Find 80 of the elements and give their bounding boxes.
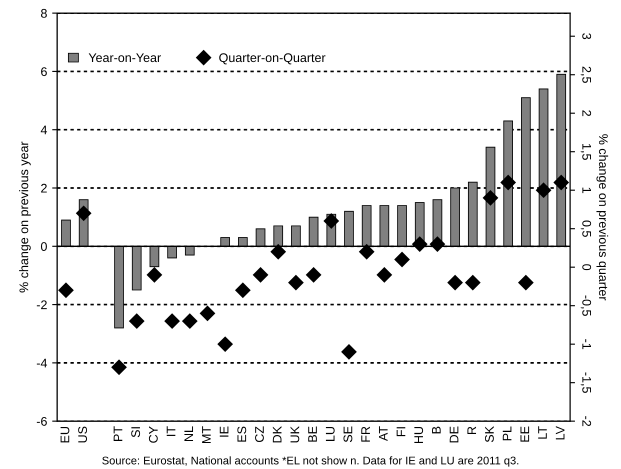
x-tick-label: EE <box>520 426 530 442</box>
point <box>518 275 534 290</box>
x-tick-label: FI <box>396 427 406 436</box>
y-tick-label: -2 <box>36 300 47 310</box>
legend-label: Quarter-on-Quarter <box>219 53 326 64</box>
y-axis-title: % change on previous year <box>19 142 31 292</box>
y-tick-label: 6 <box>41 67 47 76</box>
point <box>111 360 127 375</box>
x-tick-label: DE <box>450 426 458 442</box>
y2-tick-label: 1 <box>582 188 591 194</box>
x-tick-label: CY <box>148 426 158 443</box>
point <box>306 267 322 282</box>
point <box>554 174 569 190</box>
point <box>164 314 180 329</box>
x-tick-label: B <box>432 426 441 434</box>
point <box>430 236 445 252</box>
point <box>270 244 286 260</box>
point <box>235 282 250 298</box>
x-tick-label: R <box>467 426 476 434</box>
point <box>146 267 162 282</box>
point <box>359 244 374 260</box>
point <box>448 275 463 290</box>
point <box>341 344 357 360</box>
y-tick-label: 8 <box>41 8 47 18</box>
legend-label: Year-on-Year <box>88 53 161 62</box>
x-tick-label: IT <box>166 426 176 436</box>
point <box>324 213 339 229</box>
point <box>129 314 144 329</box>
x-tick-label: MT <box>202 426 211 444</box>
point <box>76 206 92 221</box>
y2-tick-label: -1 <box>582 339 591 350</box>
point <box>465 275 480 290</box>
x-tick-label: CZ <box>255 426 264 442</box>
y-tick-label: -4 <box>36 358 48 368</box>
x-tick-label: AT <box>378 426 388 442</box>
y-tick-label: -6 <box>36 416 47 426</box>
point <box>394 252 410 268</box>
x-tick-label: NL <box>184 426 194 441</box>
y2-tick-label: 0 <box>582 264 592 270</box>
y-tick-label: 2 <box>41 184 47 193</box>
point <box>288 275 304 290</box>
x-tick-label: UK <box>290 426 300 442</box>
point <box>412 236 428 252</box>
x-tick-label: IE <box>220 426 228 437</box>
source-note: Source: Eurostat, National accounts *EL not show n. Data for IE and LU are 2011 q3. <box>102 456 518 467</box>
x-tick-label: SK <box>484 426 494 442</box>
x-tick-label: FR <box>361 426 370 442</box>
x-tick-label: DK <box>272 426 282 442</box>
y2-axis-title: % change on previous quarter <box>596 134 608 300</box>
point <box>482 190 498 206</box>
x-tick-label: EU <box>60 426 70 442</box>
y-tick-label: 0 <box>40 242 47 251</box>
y2-tick-label: -1,5 <box>580 372 591 393</box>
x-tick-label: HU <box>414 426 424 444</box>
x-tick-label: BE <box>308 426 317 442</box>
y2-tick-label: 0,5 <box>580 220 592 237</box>
y2-tick-label: 1,5 <box>580 144 591 160</box>
x-tick-label: LV <box>556 426 564 440</box>
x-tick-label: ES <box>237 426 246 442</box>
point <box>58 282 74 298</box>
x-tick-label: LU <box>326 426 335 441</box>
x-tick-label: US <box>78 426 88 442</box>
point <box>500 174 516 190</box>
point <box>182 314 198 329</box>
y2-tick-label: -2 <box>582 416 592 426</box>
x-tick-label: LT <box>538 426 547 439</box>
y2-tick-label: -0,5 <box>580 295 592 316</box>
y2-tick-label: 2 <box>582 110 592 116</box>
point <box>252 267 268 282</box>
y-tick-label: 4 <box>40 126 48 134</box>
point <box>200 306 216 321</box>
x-tick-label: SE <box>343 426 352 442</box>
y2-tick-label: 3 <box>582 33 592 40</box>
point <box>536 182 552 198</box>
point <box>376 267 392 282</box>
x-tick-label: PT <box>114 426 122 441</box>
x-tick-label: SI <box>131 427 140 438</box>
point <box>218 336 233 352</box>
y2-tick-label: 2,5 <box>580 66 592 83</box>
x-tick-label: PL <box>502 426 512 440</box>
